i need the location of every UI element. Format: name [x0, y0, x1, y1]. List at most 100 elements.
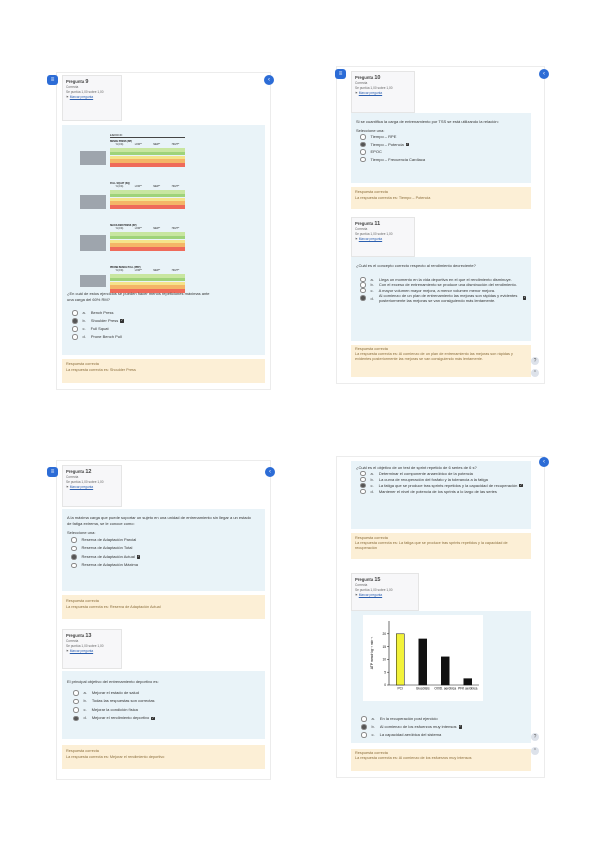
answer-option[interactable]: c. La fatiga que se produce tras sprints … — [360, 483, 526, 489]
table-row — [110, 239, 185, 244]
collapse-drawer-button[interactable]: ‹ — [264, 75, 274, 85]
radio-button[interactable] — [72, 334, 78, 340]
column-header: MED** — [153, 270, 161, 272]
feedback-box: Respuesta correcta La respuesta correcta… — [351, 533, 531, 559]
radio-button[interactable] — [360, 488, 366, 495]
bar — [418, 638, 427, 686]
answer-option[interactable]: b. Shoulder Press ✓ — [72, 317, 252, 325]
option-label: La curva de recuperación del fosfato y l… — [378, 476, 488, 482]
option-letter: c. — [370, 482, 374, 488]
radio-button[interactable] — [361, 732, 367, 738]
table-row — [110, 277, 185, 282]
column-header: HIGH** — [171, 144, 180, 146]
answer-option[interactable]: Tiempo – Potencia ✓ — [360, 141, 526, 149]
answer-option[interactable]: Tiempo – RPE — [360, 133, 526, 141]
answer-option[interactable]: d. Prone Bench Pull — [72, 333, 252, 341]
answer-option[interactable]: c. Mejorar la condición física — [73, 706, 260, 715]
menu-button[interactable]: ≡ — [47, 75, 58, 85]
answer-option[interactable]: b. Al comienzo de los esfuerzos muy inten… — [361, 723, 526, 731]
radio-button[interactable] — [360, 149, 366, 155]
radio-button[interactable] — [71, 537, 77, 543]
flag-icon: ⚑ — [66, 95, 69, 99]
radio-button[interactable] — [361, 716, 367, 722]
flag-question-link[interactable]: ⚑ Marcar pregunta — [355, 237, 383, 241]
answer-option[interactable]: b. Todas las respuestas son correctas — [73, 697, 260, 706]
answer-option[interactable]: EPOC — [360, 148, 526, 156]
radio-button[interactable] — [73, 698, 79, 705]
radio-button[interactable] — [360, 476, 366, 483]
question-score: Se puntúa 1,00 sobre 1,00 — [66, 90, 104, 94]
answer-option[interactable]: Tiempo – Frecuencia Cardiaca — [360, 156, 526, 164]
collapse-drawer-button[interactable]: ‹ — [539, 69, 549, 79]
answer-option[interactable]: b. La curva de recuperación del fosfato y… — [360, 477, 526, 483]
feedback-title: Respuesta correcta — [355, 751, 388, 755]
answer-option[interactable]: d. Al comienzo de un plan de entrenamient… — [360, 293, 526, 303]
answer-option[interactable]: a. Llega un momento en la vida deportiva … — [360, 276, 526, 283]
answer-options: Tiempo – RPE Tiempo – Potencia ✓ EPOC Tiempo… — [360, 133, 526, 163]
radio-button[interactable] — [360, 482, 366, 489]
answer-option[interactable]: c. La capacidad aeróbica del sistema — [361, 731, 526, 739]
radio-button[interactable] — [360, 470, 366, 477]
menu-button[interactable]: ≡ — [335, 69, 346, 79]
question-text: El principal objetivo del entrenamiento … — [67, 679, 159, 684]
radio-button[interactable] — [71, 562, 77, 569]
answer-option[interactable]: d. Mantener el nivel de potencia de los s… — [360, 489, 526, 495]
answer-options: a. Determinar el componente anaeróbico de… — [360, 471, 526, 495]
exercise-name: FULL SQUAT (SQ) — [110, 183, 130, 185]
flag-question-link[interactable]: ⚑ Marcar pregunta — [66, 649, 94, 653]
help-button[interactable]: ? — [531, 357, 539, 365]
radio-button[interactable] — [360, 295, 366, 301]
answer-option[interactable]: b. Con el exceso de entrenamiento se prod… — [360, 282, 526, 288]
radio-button[interactable] — [360, 134, 366, 140]
question-score: Se puntúa 1,00 sobre 1,00 — [66, 480, 104, 484]
flag-question-link[interactable]: ⚑ Marcar pregunta — [355, 91, 383, 95]
table-row — [110, 193, 185, 198]
menu-button[interactable]: ≡ — [47, 467, 58, 477]
radio-button[interactable] — [360, 276, 366, 283]
radio-button[interactable] — [72, 310, 78, 316]
answer-option[interactable]: Reserva de Adaptación Actual ✓ — [71, 553, 260, 562]
question-status: Correcta — [355, 227, 368, 231]
radio-button[interactable] — [73, 715, 79, 722]
table-row — [110, 148, 185, 152]
table-row — [110, 159, 185, 163]
radio-button[interactable] — [71, 554, 77, 560]
radio-button[interactable] — [361, 724, 367, 730]
answer-option[interactable]: a. Determinar el componente anaeróbico de… — [360, 471, 526, 477]
radio-button[interactable] — [71, 545, 77, 552]
flag-question-link[interactable]: ⚑ Marcar pregunta — [66, 485, 94, 489]
flag-question-link[interactable]: ⚑ Marcar pregunta — [355, 593, 383, 597]
select-one-label: Seleccione una: — [356, 127, 385, 133]
flag-question-link[interactable]: ⚑ Marcar pregunta — [66, 95, 94, 99]
option-label: La capacidad aeróbica del sistema — [379, 732, 442, 737]
radio-button[interactable] — [360, 282, 366, 288]
radio-button[interactable] — [360, 156, 366, 163]
option-label: Con el exceso de entrenamiento se produc… — [378, 282, 517, 288]
scroll-top-button[interactable]: ⌃ — [531, 747, 539, 755]
radio-button[interactable] — [73, 690, 79, 696]
option-label: Mejorar la condición física — [91, 706, 138, 712]
column-header: % (1%) — [115, 228, 124, 230]
answer-option[interactable]: Reserva de Adaptación Máxima — [71, 561, 260, 570]
exercise-name: PRONE BENCH PULL (PBP) — [110, 267, 141, 269]
answer-option[interactable]: Reserva de Adaptación Total — [71, 544, 260, 553]
radio-button[interactable] — [72, 326, 78, 332]
radio-button[interactable] — [73, 707, 79, 713]
radio-button[interactable] — [72, 318, 78, 324]
collapse-drawer-button[interactable]: ‹ — [265, 467, 275, 477]
answer-option[interactable]: a. Bench Press — [72, 309, 252, 317]
feedback-title: Respuesta correcta — [66, 599, 99, 603]
answer-option[interactable]: c. Full Squat — [72, 325, 252, 333]
scroll-top-button[interactable]: ⌃ — [531, 369, 539, 377]
radio-button[interactable] — [360, 141, 366, 148]
answer-option[interactable]: a. Mejorar el estado de salud — [73, 689, 260, 698]
answer-option[interactable]: c. A mayor volumen mayor mejora, a menor … — [360, 287, 526, 294]
radio-button[interactable] — [360, 287, 366, 294]
answer-option[interactable]: Reserva de Adaptación Parcial — [71, 536, 260, 545]
help-button[interactable]: ? — [531, 733, 539, 741]
option-label: Al comienzo de los esfuerzos muy intenso… — [379, 724, 457, 729]
collapse-drawer-button[interactable]: ‹ — [539, 457, 549, 467]
answer-option[interactable]: d. Mejorar el rendimiento deportivo ✓ — [73, 714, 260, 723]
table-column-headers: % (1%) LOW** MED** HIGH** — [110, 228, 185, 230]
answer-option[interactable]: a. En la recuperación post ejercicio — [361, 715, 526, 723]
